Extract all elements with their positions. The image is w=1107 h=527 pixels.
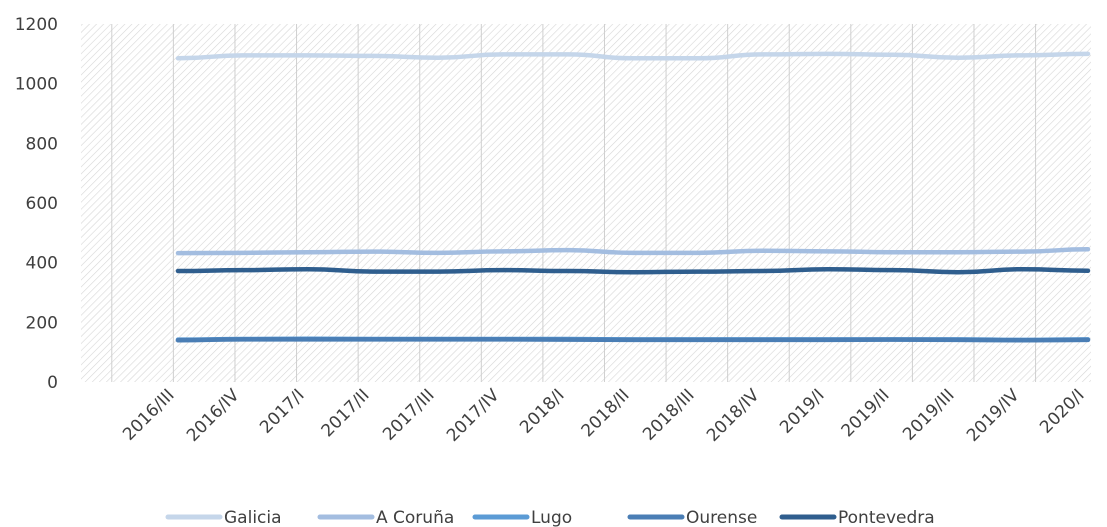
legend-item: Pontevedra [779,508,935,527]
legend-item: A Coruña [317,508,454,527]
series-line-a-coru-a [175,246,1091,256]
x-tick-label: 2018/I [516,385,568,437]
x-tick-label: 2019/I [776,385,828,437]
legend-item: Galicia [165,508,282,527]
legend-label: Galicia [224,508,282,527]
x-tick-label: 2018/II [578,385,634,441]
legend-item: Ourense [627,508,757,527]
series-line-ourense [175,337,1091,343]
y-tick-label: 0 [47,373,58,393]
x-tick-label: 2019/III [899,385,958,444]
y-tick-label: 1200 [15,15,58,35]
x-tick-label: 2017/II [318,385,374,441]
legend-label: Ourense [686,508,757,527]
x-tick-label: 2020/I [1036,385,1088,437]
plot-area [81,24,1091,382]
x-tick-label: 2019/IV [963,385,1024,446]
series-line-pontevedra [175,266,1091,275]
y-tick-label: 200 [26,313,58,333]
x-tick-label: 2018/III [639,385,698,444]
x-tick-label: 2017/I [256,385,308,437]
y-tick-label: 400 [26,254,58,274]
legend-label: A Coruña [376,508,454,527]
legend-label: Lugo [531,508,572,527]
x-tick-label: 2019/II [838,385,894,441]
legend-item: Lugo [472,508,572,527]
y-tick-label: 600 [26,194,58,214]
y-tick-label: 1000 [15,75,58,95]
x-tick-label: 2017/III [379,385,438,444]
x-tick-label: 2018/IV [703,385,764,446]
x-tick-label: 2016/III [119,385,178,444]
legend-label: Pontevedra [838,508,935,527]
series-line-galicia [175,51,1091,61]
x-tick-label: 2016/IV [183,385,244,446]
x-tick-label: 2017/IV [443,385,504,446]
y-tick-label: 800 [26,134,58,154]
